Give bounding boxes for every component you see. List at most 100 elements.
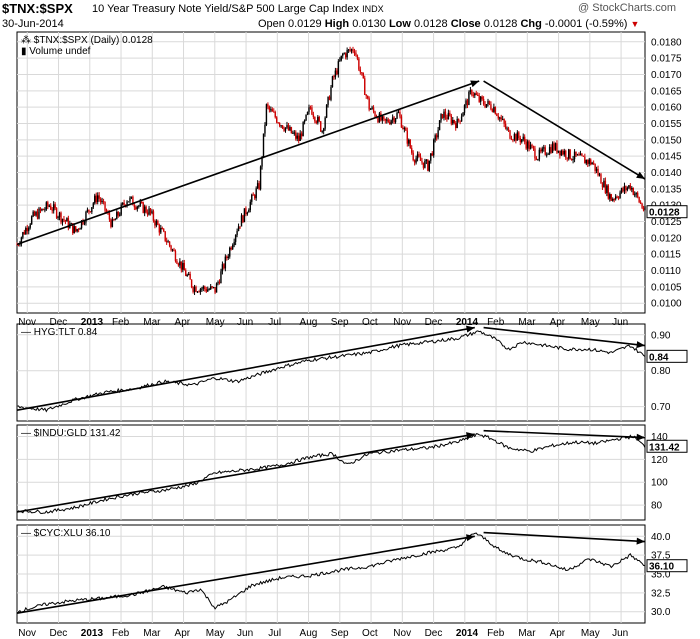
instrument-name: 10 Year Treasury Note Yield/S&P 500 Larg…	[92, 3, 384, 15]
candle-body	[641, 203, 643, 208]
panel-legend: — $INDU:GLD 131.42	[21, 428, 121, 439]
candle-body	[592, 162, 595, 164]
candle-body	[133, 205, 136, 208]
candle-body	[248, 209, 250, 213]
x-tick-label: Nov	[393, 317, 411, 328]
candle-body	[522, 136, 524, 140]
x-tick-label: 2014	[456, 628, 479, 639]
candle-body	[167, 241, 169, 243]
candle-body	[52, 204, 55, 211]
candle-body	[182, 263, 184, 270]
y-tick-label: 0.0125	[651, 217, 682, 228]
candle-body	[613, 199, 615, 201]
y-tick-label: 0.90	[651, 330, 671, 341]
candle-body	[541, 148, 543, 152]
x-tick-label: Dec	[50, 317, 68, 328]
candle-body	[211, 286, 213, 288]
last-value-label: 36.10	[649, 562, 674, 573]
brand-label[interactable]: @ StockCharts.com	[578, 2, 676, 14]
candle-body	[262, 133, 265, 158]
candle-body	[365, 94, 367, 96]
candle-body	[177, 263, 180, 266]
candle-body	[70, 223, 72, 225]
arrowhead-icon	[470, 80, 480, 88]
candle-body	[569, 149, 571, 159]
candle-body	[185, 270, 187, 276]
candle-body	[390, 120, 392, 125]
panel-frame	[16, 323, 646, 422]
candle-body	[409, 139, 411, 149]
y-tick-label: 80	[651, 501, 663, 512]
instrument-name-text: 10 Year Treasury Note Yield/S&P 500 Larg…	[92, 3, 360, 15]
x-tick-label: Mar	[143, 317, 161, 328]
candle-body	[170, 245, 172, 250]
candle-body	[76, 229, 78, 232]
candle-body	[186, 274, 188, 276]
candle-body	[526, 141, 529, 149]
candle-body	[116, 211, 118, 220]
high-label: High	[324, 18, 350, 30]
candle-body	[110, 219, 112, 227]
candle-body	[405, 128, 407, 131]
candle-body	[57, 217, 59, 219]
candle-body	[337, 61, 340, 75]
candle-body	[346, 50, 348, 58]
candle-body	[386, 119, 388, 121]
candle-body	[293, 132, 296, 134]
candle-body	[229, 247, 231, 257]
candle-body	[240, 215, 243, 227]
candle-body	[591, 162, 593, 165]
candle-body	[135, 207, 137, 210]
low-label: Low	[388, 18, 411, 30]
candle-body	[600, 174, 602, 184]
x-tick-label: Nov	[18, 628, 36, 639]
candle-body	[306, 111, 309, 115]
candle-body	[74, 226, 77, 232]
candle-body	[223, 264, 225, 269]
candle-body	[632, 187, 634, 195]
candle-body	[85, 211, 87, 223]
candle-body	[466, 100, 469, 106]
candle-body	[80, 220, 83, 229]
close-value: 0.0128	[483, 18, 518, 30]
candle-body	[129, 197, 131, 202]
candle-body	[121, 202, 124, 205]
candle-body	[32, 211, 34, 217]
candle-body	[251, 194, 253, 202]
candle-body	[320, 121, 322, 132]
candle-body	[516, 132, 519, 141]
candle-body	[101, 200, 103, 203]
candle-body	[165, 240, 168, 243]
x-tick-label: Jul	[268, 628, 281, 639]
candle-body	[303, 120, 306, 123]
x-tick-label: Feb	[112, 628, 130, 639]
candle-body	[149, 208, 152, 214]
candle-body	[98, 195, 100, 199]
candle-body	[217, 281, 219, 284]
candle-body	[292, 132, 294, 134]
y-tick-label: 0.0145	[651, 152, 682, 163]
candle-body	[82, 220, 84, 224]
arrowhead-icon	[466, 325, 475, 333]
candle-body	[598, 174, 601, 176]
candle-body	[636, 192, 639, 198]
candle-body	[296, 135, 298, 139]
candle-body	[189, 273, 191, 280]
candle-body	[30, 216, 33, 225]
x-tick-label: Nov	[393, 628, 411, 639]
candle-body	[35, 211, 37, 216]
candle-body	[157, 220, 159, 225]
candle-body	[79, 228, 81, 230]
candle-body	[548, 147, 551, 154]
x-tick-label: Apr	[550, 628, 566, 639]
candle-body	[485, 104, 488, 108]
candle-body	[372, 107, 375, 112]
candle-body	[176, 261, 178, 264]
candle-body	[361, 72, 363, 74]
candle-body	[196, 291, 199, 293]
candle-body	[462, 112, 464, 117]
candle-body	[459, 120, 461, 122]
last-value-box	[646, 205, 688, 219]
candle-body	[418, 154, 420, 157]
